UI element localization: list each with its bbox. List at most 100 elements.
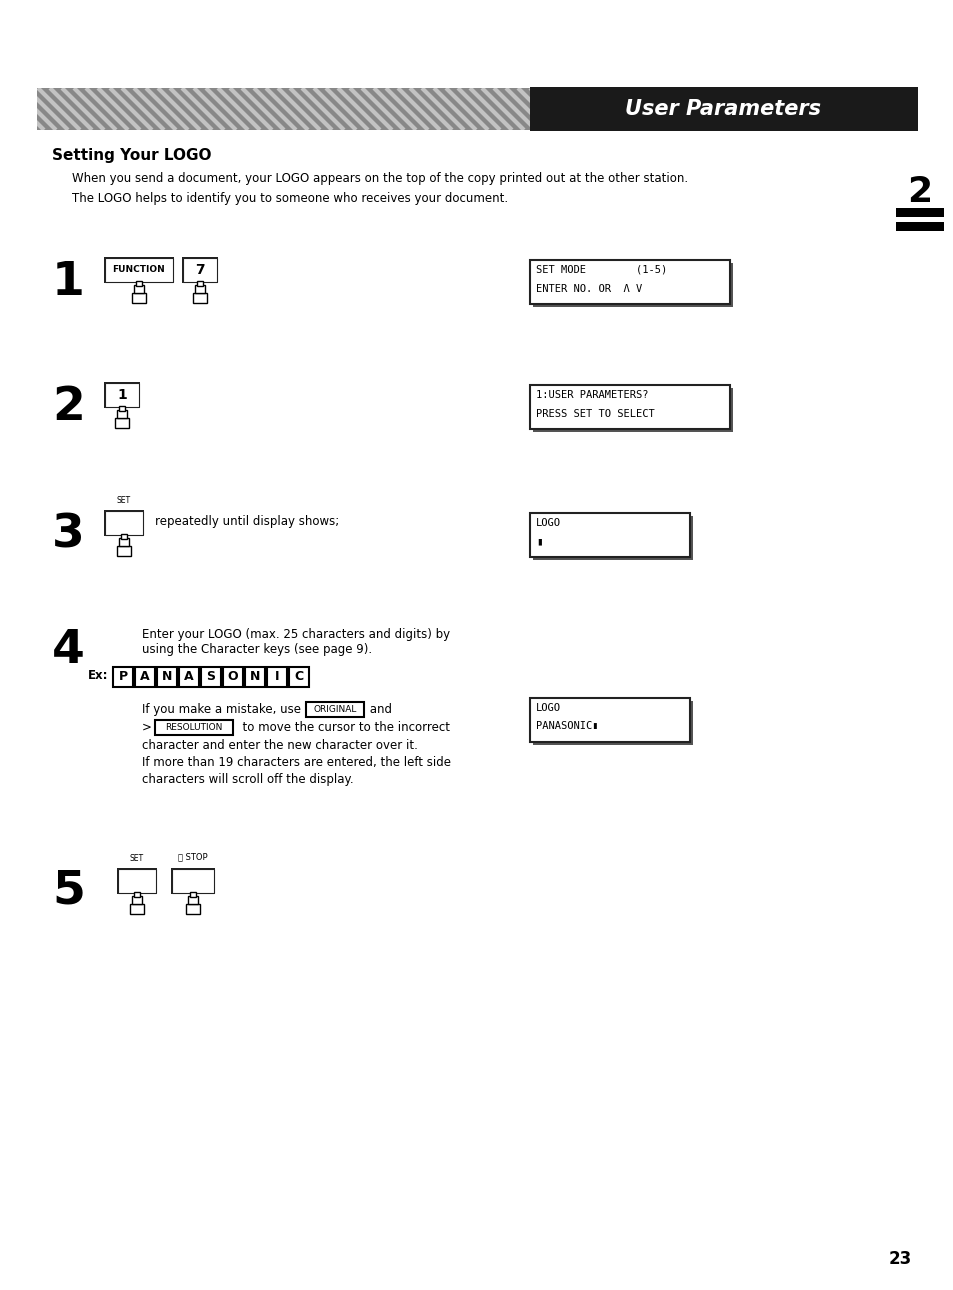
Text: SET: SET — [117, 495, 131, 504]
Bar — [37, 88, 916, 130]
Text: N: N — [162, 671, 172, 684]
Bar — [117, 868, 157, 894]
Text: A: A — [184, 671, 193, 684]
Text: C: C — [294, 671, 303, 684]
Text: 1: 1 — [52, 261, 85, 304]
Bar — [105, 383, 139, 408]
Bar — [223, 667, 243, 688]
Bar — [104, 510, 144, 537]
Bar — [533, 263, 732, 307]
Bar — [171, 868, 214, 894]
Text: repeatedly until display shows;: repeatedly until display shows; — [154, 516, 339, 529]
Bar — [115, 418, 129, 428]
Text: 2: 2 — [52, 384, 85, 430]
Text: 3: 3 — [52, 513, 85, 559]
Bar — [132, 293, 146, 303]
Text: SET: SET — [130, 854, 144, 863]
Bar — [132, 897, 142, 904]
Text: 23: 23 — [887, 1250, 911, 1268]
Bar — [117, 546, 131, 556]
Text: 1:USER PARAMETERS?: 1:USER PARAMETERS? — [536, 390, 648, 400]
Bar — [895, 208, 943, 217]
Text: P: P — [118, 671, 128, 684]
Text: >: > — [142, 721, 155, 734]
Text: Setting Your LOGO: Setting Your LOGO — [52, 148, 212, 163]
Bar — [530, 384, 729, 430]
Bar — [172, 869, 213, 893]
Bar — [118, 869, 156, 893]
Bar — [530, 698, 689, 742]
Bar — [119, 538, 129, 546]
Text: Ex:: Ex: — [88, 670, 109, 682]
Text: characters will scroll off the display.: characters will scroll off the display. — [142, 773, 354, 786]
Bar — [289, 667, 309, 688]
Bar — [267, 667, 287, 688]
Bar — [245, 667, 265, 688]
Text: Enter your LOGO (max. 25 characters and digits) by: Enter your LOGO (max. 25 characters and … — [142, 628, 450, 641]
Bar — [133, 285, 144, 293]
Bar — [186, 904, 200, 915]
Text: I: I — [274, 671, 279, 684]
Bar — [533, 516, 692, 560]
Bar — [193, 293, 207, 303]
Bar — [130, 904, 144, 915]
Text: If more than 19 characters are entered, the left side: If more than 19 characters are entered, … — [142, 756, 451, 769]
Text: and: and — [366, 703, 392, 716]
Text: LOGO: LOGO — [536, 519, 560, 528]
Bar — [119, 406, 125, 412]
Bar — [194, 285, 205, 293]
Bar — [157, 667, 177, 688]
Bar — [179, 667, 199, 688]
Text: FUNCTION: FUNCTION — [112, 266, 165, 275]
Bar — [530, 513, 689, 557]
Bar — [533, 700, 692, 746]
Text: If you make a mistake, use <: If you make a mistake, use < — [142, 703, 318, 716]
Text: 4: 4 — [52, 628, 85, 673]
Text: When you send a document, your LOGO appears on the top of the copy printed out a: When you send a document, your LOGO appe… — [71, 172, 687, 184]
Text: SET MODE        (1-5): SET MODE (1-5) — [536, 264, 666, 275]
Bar — [196, 281, 203, 286]
Text: S: S — [206, 671, 215, 684]
Bar — [306, 702, 364, 717]
Text: Ⓢ STOP: Ⓢ STOP — [178, 851, 208, 860]
Text: ▮: ▮ — [536, 537, 542, 546]
Bar — [104, 382, 140, 408]
Text: 2: 2 — [906, 175, 932, 209]
Bar — [530, 261, 729, 304]
Text: LOGO: LOGO — [536, 703, 560, 713]
Text: PRESS SET TO SELECT: PRESS SET TO SELECT — [536, 409, 654, 419]
Text: 7: 7 — [195, 263, 205, 277]
Bar — [104, 257, 173, 283]
Bar — [105, 511, 143, 535]
Text: N: N — [250, 671, 260, 684]
Bar — [895, 222, 943, 231]
Bar — [190, 891, 195, 897]
Text: User Parameters: User Parameters — [625, 99, 821, 119]
Text: The LOGO helps to identify you to someone who receives your document.: The LOGO helps to identify you to someon… — [71, 192, 508, 205]
Bar — [182, 257, 218, 283]
Bar — [201, 667, 221, 688]
Text: to move the cursor to the incorrect: to move the cursor to the incorrect — [234, 721, 450, 734]
Bar — [188, 897, 198, 904]
Bar — [530, 86, 917, 132]
Bar — [121, 534, 127, 539]
Bar — [136, 281, 142, 286]
Text: RESOLUTION: RESOLUTION — [165, 722, 222, 731]
Text: using the Character keys (see page 9).: using the Character keys (see page 9). — [142, 642, 372, 657]
Bar — [112, 667, 132, 688]
Text: 5: 5 — [52, 868, 85, 913]
Bar — [105, 258, 172, 283]
Bar — [133, 891, 140, 897]
Text: ENTER NO. OR  Λ V: ENTER NO. OR Λ V — [536, 284, 641, 294]
Text: A: A — [140, 671, 150, 684]
Bar — [533, 388, 732, 432]
Text: character and enter the new character over it.: character and enter the new character ov… — [142, 739, 417, 752]
Text: PANASONIC▮: PANASONIC▮ — [536, 721, 598, 731]
Bar — [117, 410, 127, 418]
Text: O: O — [228, 671, 238, 684]
Bar — [154, 720, 233, 735]
Text: 1: 1 — [117, 388, 127, 402]
Bar — [135, 667, 154, 688]
Text: ORIGINAL: ORIGINAL — [313, 704, 356, 713]
Bar — [183, 258, 216, 283]
